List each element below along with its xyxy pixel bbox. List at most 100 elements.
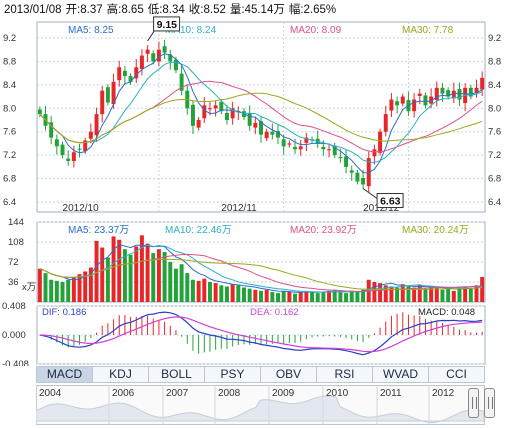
price-axis-label-left: 8.0 xyxy=(3,103,16,114)
tab-cci[interactable]: CCI xyxy=(446,367,467,381)
stock-chart[interactable]: 9.2 9.2 8.8 8.8 8.4 8.4 8.0 8.0 7.6 7.6 7.2 7.2 6.8 6… xyxy=(0,0,507,366)
candle-body xyxy=(344,156,349,167)
date-axis-label: 2012/11 xyxy=(221,203,257,214)
candle-body xyxy=(94,114,99,136)
candle-body xyxy=(451,90,456,99)
volume-bar xyxy=(162,252,167,302)
price-ma-label: MA30: 7.78 xyxy=(402,25,454,36)
volume-bars xyxy=(37,235,485,302)
volume-bar xyxy=(88,267,93,302)
candle-body xyxy=(219,101,224,112)
volume-bar xyxy=(179,264,184,302)
volume-bar xyxy=(440,289,445,302)
candle-body xyxy=(378,131,383,153)
volume-bar xyxy=(338,292,343,302)
price-axis-label-right: 6.4 xyxy=(488,197,501,208)
volume-bar xyxy=(122,249,127,302)
price-ma-label: MA10: 8.24 xyxy=(165,25,217,36)
candle-body xyxy=(71,152,76,161)
candle-body xyxy=(54,139,59,147)
candle-body xyxy=(372,149,377,157)
candle-body xyxy=(60,144,65,156)
volume-bar xyxy=(247,288,252,302)
tab-rsi[interactable]: RSI xyxy=(317,367,373,382)
candle-body xyxy=(321,146,326,150)
volume-bar xyxy=(406,286,411,302)
volume-bar xyxy=(372,282,377,302)
candle-body xyxy=(179,73,184,91)
timeline-year-label: 2008 xyxy=(218,388,241,399)
volume-unit-label: x万 xyxy=(22,282,36,293)
volume-bar xyxy=(83,271,88,302)
timeline-year-label: 2010 xyxy=(326,388,349,399)
tab-boll[interactable]: BOLL xyxy=(149,367,205,382)
candle-body xyxy=(332,145,337,156)
macd-lines xyxy=(39,311,483,356)
candle-body xyxy=(247,113,252,126)
candle-body xyxy=(100,90,105,115)
volume-bar xyxy=(298,292,303,302)
price-axis-label-right: 8.0 xyxy=(488,103,501,114)
volume-bar xyxy=(94,240,99,302)
volume-bar xyxy=(429,286,434,302)
volume-bar xyxy=(207,282,212,302)
volume-bar xyxy=(451,290,456,302)
candle-body xyxy=(202,105,207,119)
candle-body xyxy=(287,143,292,145)
timeline-year-label: 2006 xyxy=(112,388,135,399)
quote-high: 高:8.65 xyxy=(106,4,144,16)
volume-bar xyxy=(139,235,144,302)
quote-change: 幅:2.65% xyxy=(288,4,337,16)
candle-body xyxy=(196,120,201,128)
candle-body xyxy=(128,76,133,82)
volume-ma-line xyxy=(39,258,483,290)
volume-bar xyxy=(310,292,315,302)
tab-wvad[interactable]: WVAD xyxy=(373,367,429,382)
volume-bar xyxy=(105,257,110,302)
volume-bar xyxy=(474,285,479,302)
quote-low: 低:8.34 xyxy=(147,4,185,16)
timeline-handle-left[interactable] xyxy=(468,388,479,418)
tab-psy[interactable]: PSY xyxy=(205,367,261,382)
price-axis-label-right: 6.8 xyxy=(488,174,501,185)
volume-bar xyxy=(259,290,263,302)
volume-bar xyxy=(423,288,428,302)
quote-open: 开:8.37 xyxy=(65,4,103,16)
timeline-handle-right[interactable] xyxy=(484,388,495,418)
tab-macd[interactable]: MACD xyxy=(37,367,93,382)
candle-body xyxy=(190,104,195,126)
volume-bar xyxy=(173,268,178,302)
candle-body xyxy=(400,96,405,104)
price-axis-label-left: 7.6 xyxy=(3,127,16,138)
volume-axis-label: 72 xyxy=(8,257,19,268)
candle-body xyxy=(440,87,445,94)
volume-bar xyxy=(276,293,280,302)
candle-body xyxy=(457,88,462,100)
candle-body xyxy=(224,112,229,120)
candle-body xyxy=(349,170,354,173)
tab-obv[interactable]: OBV xyxy=(261,367,317,382)
volume-bar xyxy=(66,279,71,302)
volume-bar xyxy=(54,280,59,302)
candle-body xyxy=(151,53,156,62)
volume-bar xyxy=(270,292,275,302)
candle-body xyxy=(383,114,388,132)
volume-bar xyxy=(434,287,439,302)
price-ma-label: MA20: 8.09 xyxy=(290,25,342,36)
candle-body xyxy=(156,49,161,62)
price-axis-label-left: 8.8 xyxy=(3,56,16,67)
tab-kdj[interactable]: KDJ xyxy=(93,367,149,382)
candle-body xyxy=(474,87,479,94)
candle-body xyxy=(88,131,93,139)
candle-body xyxy=(37,109,42,115)
candle-body xyxy=(105,87,110,103)
price-ma-line xyxy=(39,92,483,144)
volume-bar xyxy=(117,239,122,302)
candle-body xyxy=(327,149,332,151)
volume-bar xyxy=(446,288,451,302)
candle-body xyxy=(259,121,263,135)
volume-bar xyxy=(349,290,354,302)
timeline-navigator[interactable]: 2004 2006 2007 2008 2009 2010 2011 2012 xyxy=(36,385,485,425)
macd-axis-label: -0.408 xyxy=(2,359,29,366)
low-marker-label: 6.63 xyxy=(380,196,401,208)
